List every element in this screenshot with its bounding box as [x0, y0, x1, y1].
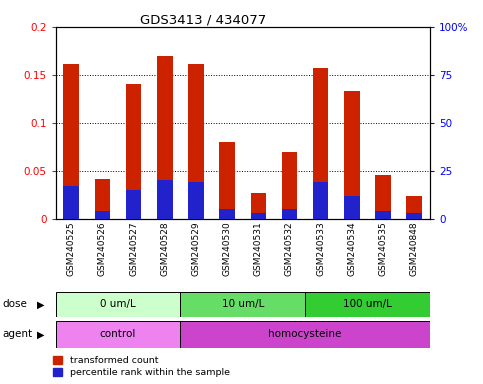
Bar	[313, 68, 328, 219]
Text: ▶: ▶	[37, 329, 45, 339]
Bar	[219, 209, 235, 219]
Text: 100 um/L: 100 um/L	[343, 299, 392, 310]
Bar	[188, 182, 204, 219]
Text: homocysteine: homocysteine	[269, 329, 342, 339]
Bar	[251, 193, 266, 219]
Text: 10 um/L: 10 um/L	[222, 299, 264, 310]
Bar	[95, 179, 110, 219]
Bar	[407, 196, 422, 219]
Bar	[126, 84, 142, 219]
Text: GDS3413 / 434077: GDS3413 / 434077	[140, 13, 266, 26]
Bar	[180, 321, 430, 348]
Bar	[126, 190, 142, 219]
Bar	[157, 180, 172, 219]
Bar	[63, 64, 79, 219]
Bar	[157, 56, 172, 219]
Bar	[180, 292, 305, 317]
Bar	[305, 292, 430, 317]
Text: 0 um/L: 0 um/L	[100, 299, 136, 310]
Text: control: control	[100, 329, 136, 339]
Bar	[63, 186, 79, 219]
Text: ▶: ▶	[37, 299, 45, 310]
Bar	[375, 211, 391, 219]
Bar	[219, 142, 235, 219]
Bar	[56, 321, 180, 348]
Bar	[344, 91, 360, 219]
Text: dose: dose	[2, 299, 28, 310]
Bar	[188, 64, 204, 219]
Legend: transformed count, percentile rank within the sample: transformed count, percentile rank withi…	[53, 356, 230, 377]
Bar	[251, 213, 266, 219]
Bar	[282, 209, 298, 219]
Bar	[56, 292, 180, 317]
Text: agent: agent	[2, 329, 32, 339]
Bar	[313, 182, 328, 219]
Bar	[375, 175, 391, 219]
Bar	[344, 196, 360, 219]
Bar	[282, 152, 298, 219]
Bar	[407, 213, 422, 219]
Bar	[95, 211, 110, 219]
